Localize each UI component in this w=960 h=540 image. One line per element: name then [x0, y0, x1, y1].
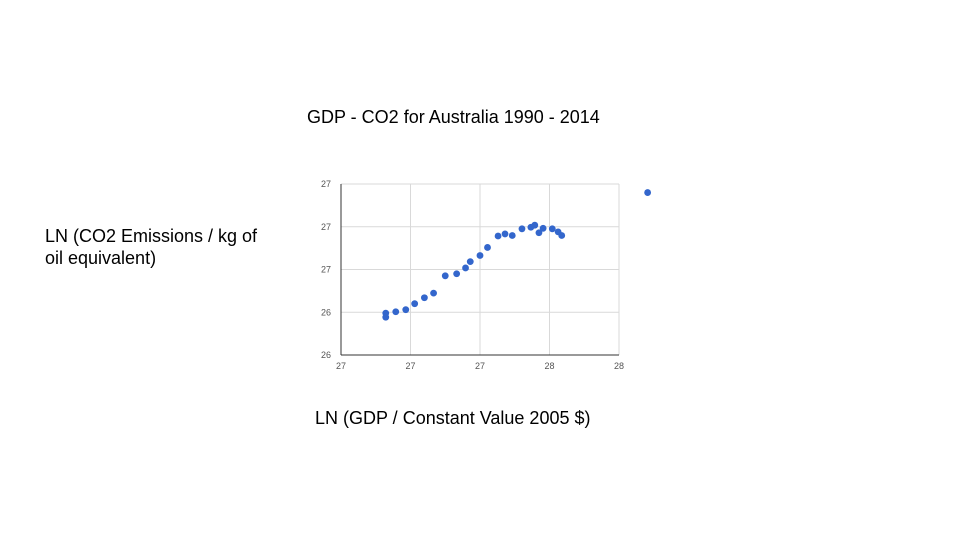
data-point [548, 225, 556, 233]
y-axis-label: LN (CO2 Emissions / kg of oil equivalent… [45, 226, 258, 268]
x-tick-label: 27 [405, 361, 415, 371]
x-tick-label: 27 [336, 361, 346, 371]
x-axis-label: LN (GDP / Constant Value 2005 $) [315, 408, 591, 428]
chart-title: GDP - CO2 for Australia 1990 - 2014 [307, 107, 600, 127]
data-point [508, 232, 516, 239]
data-point [382, 313, 390, 321]
data-point [462, 264, 469, 272]
data-point [484, 244, 491, 251]
x-tick-label: 28 [614, 361, 624, 371]
data-point [411, 300, 419, 308]
data-point [466, 258, 474, 266]
data-point [494, 232, 502, 240]
x-tick-label: 28 [544, 361, 554, 371]
data-point [539, 224, 547, 232]
data-point [535, 229, 543, 237]
y-tick-label: 27 [321, 222, 331, 232]
data-point [558, 232, 566, 239]
x-tick-label: 27 [475, 361, 485, 371]
data-point [392, 308, 400, 316]
data-point [501, 230, 509, 238]
data-point [441, 272, 449, 280]
data-point [453, 270, 461, 278]
y-tick-label: 27 [321, 265, 331, 275]
data-point [476, 252, 484, 259]
y-tick-label: 26 [321, 307, 331, 317]
data-point [421, 294, 428, 302]
data-point [644, 189, 652, 196]
y-tick-label: 27 [321, 179, 331, 189]
data-point [518, 225, 526, 233]
y-tick-label: 26 [321, 350, 331, 360]
data-point [430, 289, 437, 297]
data-point [402, 306, 410, 314]
data-point [531, 221, 539, 229]
